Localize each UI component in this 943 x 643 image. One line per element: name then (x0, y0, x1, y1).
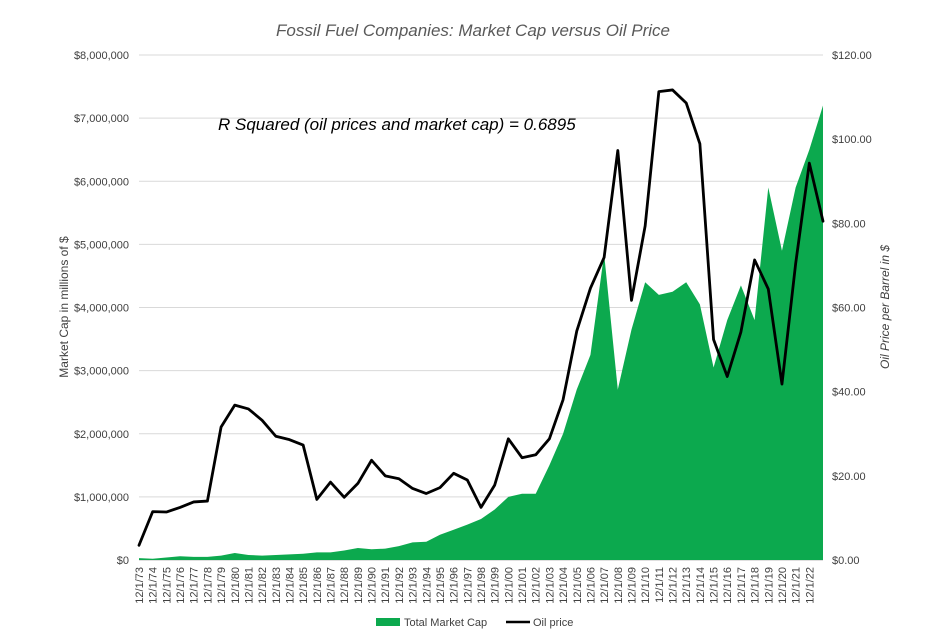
x-tick-label: 12/1/90 (367, 567, 379, 604)
left-tick-label: $0 (117, 555, 129, 567)
x-tick-label: 12/1/75 (161, 567, 173, 604)
market-cap-area (139, 105, 823, 560)
x-tick-label: 12/1/84 (284, 567, 296, 604)
x-tick-label: 12/1/01 (517, 567, 529, 604)
left-axis-ticks: $0 $1,000,000 $2,000,000 $3,000,000 $4,000,0… (74, 50, 129, 567)
x-tick-label: 12/1/73 (134, 567, 146, 604)
x-tick-label: 12/1/19 (763, 567, 775, 604)
x-tick-label: 12/1/98 (476, 567, 488, 604)
x-tick-label: 12/1/80 (230, 567, 242, 604)
x-tick-label: 12/1/11 (654, 567, 666, 603)
x-tick-label: 12/1/92 (394, 567, 406, 604)
x-axis-ticks: 12/1/73 12/1/74 12/1/75 12/1/76 12/1/77 12/1/… (134, 567, 816, 604)
x-tick-label: 12/1/97 (462, 567, 474, 604)
r-squared-annotation: R Squared (oil prices and market cap) = … (218, 115, 576, 134)
x-tick-label: 12/1/13 (681, 567, 693, 604)
right-tick-label: $80.00 (832, 218, 866, 230)
left-tick-label: $3,000,000 (74, 366, 129, 378)
x-tick-label: 12/1/83 (271, 567, 283, 604)
gridlines (139, 54, 823, 561)
x-tick-label: 12/1/88 (339, 567, 351, 604)
legend-label-market-cap: Total Market Cap (404, 617, 487, 629)
x-tick-label: 12/1/82 (257, 567, 269, 604)
left-tick-label: $6,000,000 (74, 176, 129, 188)
x-tick-label: 12/1/20 (777, 567, 789, 604)
x-tick-label: 12/1/00 (503, 567, 515, 604)
x-tick-label: 12/1/91 (380, 567, 392, 604)
x-tick-label: 12/1/86 (312, 567, 324, 604)
chart-title: Fossil Fuel Companies: Market Cap versus… (276, 21, 670, 40)
right-tick-label: $40.00 (832, 387, 866, 399)
right-tick-label: $0.00 (832, 555, 860, 567)
x-tick-label: 12/1/99 (490, 567, 502, 604)
x-tick-label: 12/1/14 (695, 567, 707, 604)
left-tick-label: $7,000,000 (74, 113, 129, 125)
x-tick-label: 12/1/94 (421, 567, 433, 604)
left-tick-label: $5,000,000 (74, 239, 129, 251)
x-tick-label: 12/1/22 (804, 567, 816, 604)
market-cap-area-layer (138, 105, 824, 560)
x-tick-label: 12/1/03 (544, 567, 556, 604)
x-tick-label: 12/1/10 (640, 567, 652, 604)
x-tick-label: 12/1/04 (558, 567, 570, 604)
x-tick-label: 12/1/12 (668, 567, 680, 604)
x-tick-label: 12/1/74 (148, 567, 160, 604)
x-tick-label: 12/1/78 (202, 567, 214, 604)
right-axis-ticks: $0.00 $20.00 $40.00 $60.00 $80.00 $100.00 $120… (832, 50, 872, 567)
x-tick-label: 12/1/77 (189, 567, 201, 604)
left-axis-label: Market Cap in millions of $ (57, 236, 71, 378)
x-tick-label: 12/1/17 (736, 567, 748, 604)
right-tick-label: $60.00 (832, 303, 866, 315)
x-tick-label: 12/1/09 (626, 567, 638, 604)
left-tick-label: $8,000,000 (74, 50, 129, 62)
x-tick-label: 12/1/02 (531, 567, 543, 604)
x-tick-label: 12/1/79 (216, 567, 228, 604)
right-axis-label: Oil Price per Barrel in $ (878, 245, 892, 369)
left-tick-label: $4,000,000 (74, 303, 129, 315)
right-tick-label: $20.00 (832, 471, 866, 483)
x-tick-label: 12/1/89 (353, 567, 365, 604)
x-tick-label: 12/1/05 (572, 567, 584, 604)
x-tick-label: 12/1/87 (326, 567, 338, 604)
x-tick-label: 12/1/18 (750, 567, 762, 604)
left-tick-label: $1,000,000 (74, 492, 129, 504)
x-tick-label: 12/1/96 (449, 567, 461, 604)
right-tick-label: $100.00 (832, 134, 872, 146)
x-tick-label: 12/1/21 (791, 567, 803, 604)
legend-label-oil-price: Oil price (533, 617, 573, 629)
x-tick-label: 12/1/95 (435, 567, 447, 604)
legend-swatch-market-cap (376, 618, 400, 626)
x-tick-label: 12/1/15 (709, 567, 721, 604)
x-tick-label: 12/1/76 (175, 567, 187, 604)
legend: Total Market Cap Oil price (376, 617, 573, 629)
x-tick-label: 12/1/08 (613, 567, 625, 604)
x-tick-label: 12/1/81 (243, 567, 255, 604)
x-tick-label: 12/1/07 (599, 567, 611, 604)
x-tick-label: 12/1/06 (585, 567, 597, 604)
x-tick-label: 12/1/16 (722, 567, 734, 604)
left-tick-label: $2,000,000 (74, 429, 129, 441)
right-tick-label: $120.00 (832, 50, 872, 62)
oil-price-line-layer (137, 88, 825, 547)
x-tick-label: 12/1/85 (298, 567, 310, 604)
x-tick-label: 12/1/93 (408, 567, 420, 604)
